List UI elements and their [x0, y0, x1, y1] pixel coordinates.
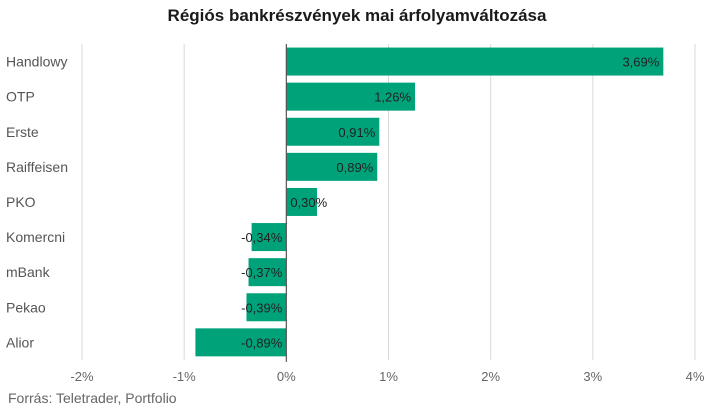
- category-label: mBank: [6, 264, 51, 280]
- bar: [286, 117, 380, 146]
- bar: [246, 293, 287, 322]
- category-label: PKO: [6, 194, 36, 210]
- data-label: -0,34%: [241, 230, 283, 245]
- x-tick-label: -1%: [173, 369, 197, 384]
- data-label: -0,37%: [241, 265, 283, 280]
- category-label: OTP: [6, 89, 35, 105]
- gridlines: [81, 44, 696, 360]
- x-tick-label: 4%: [686, 369, 705, 384]
- category-label: Pekao: [6, 299, 46, 315]
- category-label: Raiffeisen: [6, 159, 68, 175]
- x-tick-label: -2%: [70, 369, 94, 384]
- data-label: 3,69%: [622, 55, 659, 70]
- bar: [286, 152, 378, 181]
- data-label: -0,89%: [241, 335, 283, 350]
- category-label: Erste: [6, 124, 39, 140]
- x-tick-label: 2%: [481, 369, 500, 384]
- category-label: Alior: [6, 334, 34, 350]
- x-tick-label: 1%: [379, 369, 398, 384]
- bar: [286, 187, 317, 216]
- category-label: Komercni: [6, 229, 65, 245]
- data-label: 0,30%: [290, 195, 327, 210]
- data-label: 0,91%: [338, 125, 375, 140]
- data-label: -0,39%: [241, 300, 283, 315]
- x-tick-label: 0%: [277, 369, 296, 384]
- bar: [195, 328, 287, 357]
- bars: [195, 47, 664, 357]
- data-label: 1,26%: [374, 90, 411, 105]
- labels: -2% -1% 0% 1% 2% 3% 4% Handlowy 3,69% OTP 1,26% Ers…: [6, 54, 705, 384]
- bar: [286, 82, 416, 111]
- bar: [286, 47, 664, 76]
- category-label: Handlowy: [6, 54, 67, 70]
- x-tick-label: 3%: [583, 369, 602, 384]
- bar: [251, 223, 287, 252]
- bar: [248, 258, 287, 287]
- source-note: Forrás: Teletrader, Portfolio: [8, 390, 177, 406]
- data-label: 0,89%: [336, 160, 373, 175]
- chart-title: Régiós bankrészvények mai árfolyamváltoz…: [167, 6, 547, 25]
